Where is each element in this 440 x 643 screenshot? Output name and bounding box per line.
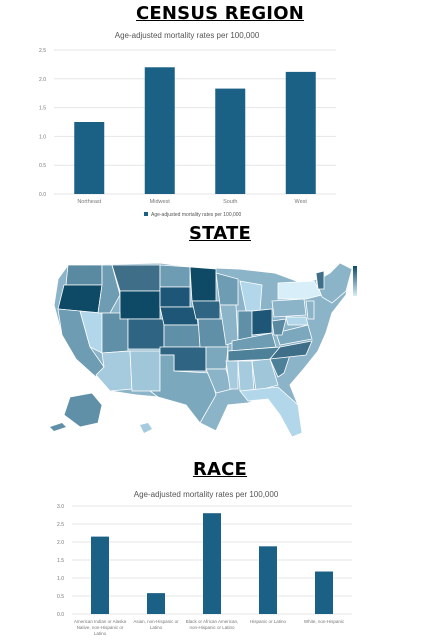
x-tick-label-line: Latino bbox=[94, 631, 107, 636]
state-fl bbox=[239, 386, 303, 438]
race-title: RACE bbox=[192, 459, 248, 480]
state-ak bbox=[63, 392, 103, 428]
us-map-svg bbox=[50, 262, 353, 438]
x-tick-label-line: Hispanic or Latino bbox=[250, 619, 287, 624]
state-ak-chain bbox=[50, 423, 66, 431]
bar bbox=[315, 571, 333, 614]
bar bbox=[215, 88, 246, 194]
y-tick-label: 3.0 bbox=[57, 504, 64, 510]
state-nm bbox=[129, 350, 161, 392]
state-co bbox=[127, 318, 165, 350]
region-chart-title: Age-adjusted mortality rates per 100,000 bbox=[114, 31, 260, 40]
state-hi bbox=[140, 423, 152, 433]
state-or bbox=[57, 284, 103, 314]
x-tick-label: American Indian or Alaska Native, non-His… bbox=[74, 619, 127, 636]
state-ne bbox=[159, 306, 199, 326]
race-chart-title: Age-adjusted mortality rates per 100,000 bbox=[133, 490, 279, 499]
state-nc bbox=[269, 340, 313, 360]
y-tick-label: 0.5 bbox=[39, 163, 46, 169]
state-wy bbox=[119, 290, 161, 320]
bar bbox=[147, 593, 165, 614]
legend-gradient bbox=[353, 266, 357, 296]
state-in bbox=[237, 310, 253, 342]
y-tick-label: 1.5 bbox=[39, 106, 46, 112]
region-chart: Age-adjusted mortality rates per 100,000… bbox=[34, 24, 340, 226]
y-tick-label: 0.0 bbox=[57, 612, 64, 618]
state-md bbox=[285, 316, 309, 326]
x-tick-label: West bbox=[295, 199, 308, 205]
state-pa bbox=[271, 298, 307, 318]
bar bbox=[285, 71, 316, 194]
bar bbox=[259, 546, 277, 614]
state-vt bbox=[315, 270, 325, 290]
state-new-england bbox=[315, 262, 353, 304]
state-wv bbox=[271, 318, 287, 336]
bar bbox=[144, 67, 175, 194]
state-nd bbox=[159, 264, 191, 288]
state-wa bbox=[65, 264, 103, 286]
x-tick-label: White, non-Hispanic bbox=[304, 619, 345, 624]
y-tick-label: 0.5 bbox=[57, 594, 64, 600]
map-legend bbox=[352, 262, 392, 312]
state-wi bbox=[215, 272, 239, 306]
y-tick-label: 1.5 bbox=[57, 558, 64, 564]
state-title: STATE bbox=[189, 223, 251, 244]
state-tx bbox=[148, 354, 217, 424]
race-chart: Age-adjusted mortality rates per 100,000… bbox=[56, 488, 356, 638]
state-oh bbox=[251, 308, 273, 336]
y-tick-label: 0.0 bbox=[39, 192, 46, 198]
y-tick-label: 2.0 bbox=[57, 540, 64, 546]
y-tick-label: 2.5 bbox=[57, 522, 64, 528]
x-tick-label-line: Latino bbox=[150, 625, 163, 630]
bar bbox=[203, 513, 221, 614]
x-tick-label-line: White, non-Hispanic bbox=[304, 619, 345, 624]
state-va bbox=[275, 324, 313, 346]
y-tick-label: 2.5 bbox=[39, 48, 46, 54]
x-tick-label-line: non-Hispanic or Latino bbox=[189, 625, 235, 630]
x-tick-label-line: Asian, non-Hispanic or bbox=[133, 619, 179, 624]
y-tick-label: 2.0 bbox=[39, 77, 46, 83]
bar bbox=[74, 122, 105, 194]
region-chart-svg: 0.0 0.5 1.0 1.5 2.0 2.5 Northeast Midwest South W… bbox=[39, 48, 336, 218]
x-tick-label-line: Native, non-Hispanic or bbox=[77, 625, 124, 630]
x-tick-label-line: American Indian or Alaska bbox=[74, 619, 127, 624]
x-tick-label: Midwest bbox=[150, 199, 171, 205]
x-tick-label: Black or African American, non-Hispanic o… bbox=[186, 619, 239, 630]
state-mt bbox=[111, 264, 161, 292]
x-tick-label: South bbox=[223, 199, 237, 205]
bar bbox=[91, 536, 109, 614]
x-tick-label: Asian, non-Hispanic or Latino bbox=[133, 619, 179, 630]
race-chart-svg: 0.0 0.5 1.0 1.5 2.0 2.5 3.0 American Indian or … bbox=[57, 504, 352, 636]
state-al bbox=[237, 360, 255, 394]
census-region-title: CENSUS REGION bbox=[136, 3, 304, 24]
legend-swatch bbox=[144, 212, 148, 216]
state-ks bbox=[163, 324, 201, 348]
state-sd bbox=[159, 286, 191, 308]
x-tick-label: Hispanic or Latino bbox=[250, 619, 287, 624]
state-ut bbox=[101, 312, 129, 354]
map-legend-svg bbox=[353, 266, 357, 296]
state-ar bbox=[205, 346, 229, 370]
us-state-map bbox=[40, 255, 370, 445]
state-mn bbox=[189, 266, 217, 302]
x-tick-label: Northeast bbox=[77, 199, 101, 205]
y-tick-label: 1.0 bbox=[57, 576, 64, 582]
x-tick-label-line: Black or African American, bbox=[186, 619, 239, 624]
state-ny bbox=[277, 280, 323, 300]
state-ms bbox=[225, 360, 239, 390]
legend-label: Age-adjusted mortality rates per 100,000 bbox=[151, 212, 242, 218]
state-nj bbox=[305, 300, 315, 320]
state-ga bbox=[251, 358, 279, 392]
state-ia bbox=[191, 300, 221, 320]
y-tick-label: 1.0 bbox=[39, 134, 46, 140]
